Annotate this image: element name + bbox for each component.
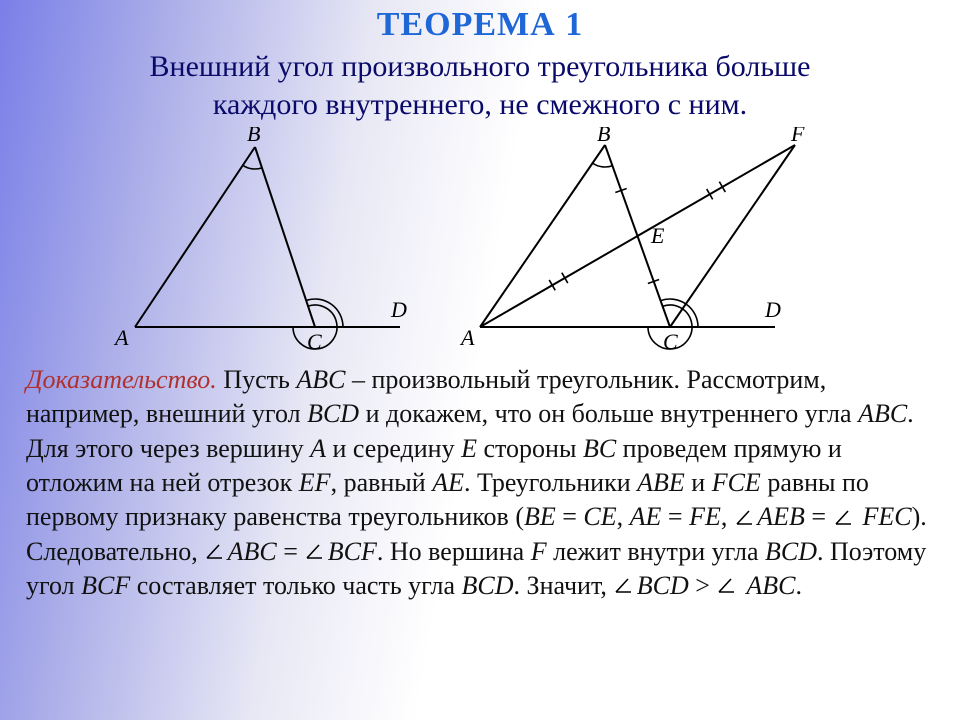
- math-ident: AE: [432, 468, 464, 497]
- math-ident: EF: [299, 468, 331, 497]
- math-ident: AE: [630, 502, 662, 531]
- slide-page: ТЕОРЕМА 1 Внешний угол произвольного тре…: [0, 0, 960, 720]
- figure-1: A B C D: [105, 127, 415, 357]
- math-ident: BCD: [462, 571, 514, 600]
- math-ident: BCF: [81, 571, 130, 600]
- math-ident: F: [531, 537, 547, 566]
- math-ident: A: [310, 434, 326, 463]
- figure-2: A B C D E F: [455, 127, 855, 357]
- angle-icon: [304, 541, 327, 561]
- statement-line2: каждого внутреннего, не смежного с ним.: [213, 88, 747, 121]
- svg-text:C: C: [663, 329, 678, 354]
- math-ident: ABC: [746, 571, 795, 600]
- math-ident: ABC: [228, 537, 277, 566]
- angle-icon: [716, 575, 739, 595]
- math-ident: ABC: [296, 365, 345, 394]
- angle-icon: [734, 507, 757, 527]
- math-ident: ABC: [858, 399, 907, 428]
- svg-text:C: C: [307, 329, 322, 354]
- math-ident: BC: [583, 434, 616, 463]
- theorem-statement: Внешний угол произвольного треугольника …: [0, 44, 960, 123]
- angle-icon: [833, 507, 856, 527]
- theorem-title: ТЕОРЕМА 1: [0, 0, 960, 44]
- math-ident: CE: [583, 502, 616, 531]
- angle-icon: [613, 575, 636, 595]
- svg-text:A: A: [459, 325, 475, 350]
- math-ident: AEB: [757, 502, 805, 531]
- svg-text:B: B: [597, 127, 610, 146]
- math-ident: E: [461, 434, 477, 463]
- svg-text:B: B: [247, 127, 260, 146]
- math-ident: FE: [689, 502, 721, 531]
- svg-text:F: F: [790, 127, 805, 146]
- math-ident: BCD: [765, 537, 817, 566]
- svg-text:A: A: [113, 325, 129, 350]
- angle-icon: [204, 541, 227, 561]
- math-ident: ABE: [637, 468, 685, 497]
- figures-row: A B C D A B C D E F: [0, 127, 960, 357]
- svg-text:D: D: [390, 297, 407, 322]
- math-ident: BCD: [637, 571, 689, 600]
- svg-text:E: E: [650, 223, 665, 248]
- svg-text:D: D: [764, 297, 781, 322]
- proof-lead: Доказательство.: [26, 365, 217, 394]
- math-ident: BCD: [307, 399, 359, 428]
- proof-text: Доказательство. Пусть ABC – произвольный…: [0, 357, 960, 603]
- math-ident: FEC: [862, 502, 911, 531]
- math-ident: BCF: [328, 537, 377, 566]
- math-ident: BE: [524, 502, 556, 531]
- statement-line1: Внешний угол произвольного треугольника …: [150, 50, 811, 83]
- math-ident: FCE: [712, 468, 761, 497]
